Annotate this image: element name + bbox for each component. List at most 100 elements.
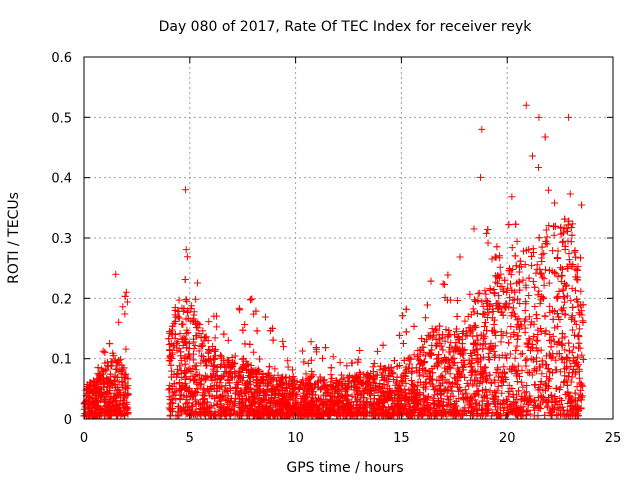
data-point [531,283,539,291]
data-point [288,366,296,374]
data-point [211,334,219,342]
data-point [175,296,183,304]
data-point [516,257,524,265]
data-point [414,347,422,355]
data-point [306,380,314,388]
data-point [438,412,446,420]
data-point [483,388,491,396]
data-point [493,243,501,251]
data-point [535,113,543,121]
data-point [482,229,490,237]
data-point [205,318,213,326]
data-point [168,404,176,412]
data-point [468,360,476,368]
data-point [481,287,489,295]
data-point [528,318,536,326]
data-points [80,101,587,420]
data-point [397,386,405,394]
data-point [438,372,446,380]
data-point [267,375,275,383]
data-point [177,357,185,365]
data-point [454,297,462,305]
data-point [467,329,475,337]
data-point [542,382,550,390]
data-point [218,410,226,418]
data-point [201,409,209,417]
data-point [575,367,583,375]
data-point [537,270,545,278]
data-point [558,265,566,273]
data-point [469,366,477,374]
data-point [84,386,92,394]
data-point [461,317,469,325]
data-point [534,291,542,299]
data-point [390,375,398,383]
data-point [191,341,199,349]
data-point [122,345,130,353]
data-point [546,302,554,310]
data-point [414,412,422,420]
data-point [428,376,436,384]
data-point [491,398,499,406]
data-point [565,113,573,121]
data-point [314,383,322,391]
data-point [262,313,270,321]
data-point [166,352,174,360]
data-point [400,394,408,402]
data-point [549,353,557,361]
data-point [421,366,429,374]
data-point [502,303,510,311]
data-point [445,348,453,356]
data-point [282,384,290,392]
data-point [508,367,516,375]
data-point [234,378,242,386]
data-point [524,343,532,351]
data-point [408,396,416,404]
data-point [106,340,114,348]
data-point [366,383,374,391]
data-point [447,296,455,304]
data-point [202,375,210,383]
data-point [307,356,315,364]
data-point [289,402,297,410]
data-point [565,339,573,347]
data-point [448,355,456,363]
data-point [508,384,516,392]
data-point [541,395,549,403]
data-point [538,254,546,262]
data-point [97,396,105,404]
data-point [270,374,278,382]
data-point [479,409,487,417]
data-point [322,385,330,393]
data-point [543,233,551,241]
data-point [437,381,445,389]
data-point [547,354,555,362]
data-point [369,379,377,387]
data-point [535,363,543,371]
data-point [483,327,491,335]
data-point [538,370,546,378]
data-point [494,279,502,287]
data-point [376,366,384,374]
data-point [239,362,247,370]
data-point [255,367,263,375]
data-point [111,372,119,380]
data-point [516,286,524,294]
data-point [387,403,395,411]
data-point [518,392,526,400]
data-point [480,393,488,401]
data-point [542,352,550,360]
data-point [466,395,474,403]
data-point [574,344,582,352]
data-point [110,394,118,402]
data-point [461,361,469,369]
data-point [110,376,118,384]
data-point [341,380,349,388]
data-point [517,396,525,404]
data-point [379,341,387,349]
data-point [183,344,191,352]
data-point [192,295,200,303]
data-point [551,199,559,207]
data-point [293,378,301,386]
data-point [542,226,550,234]
